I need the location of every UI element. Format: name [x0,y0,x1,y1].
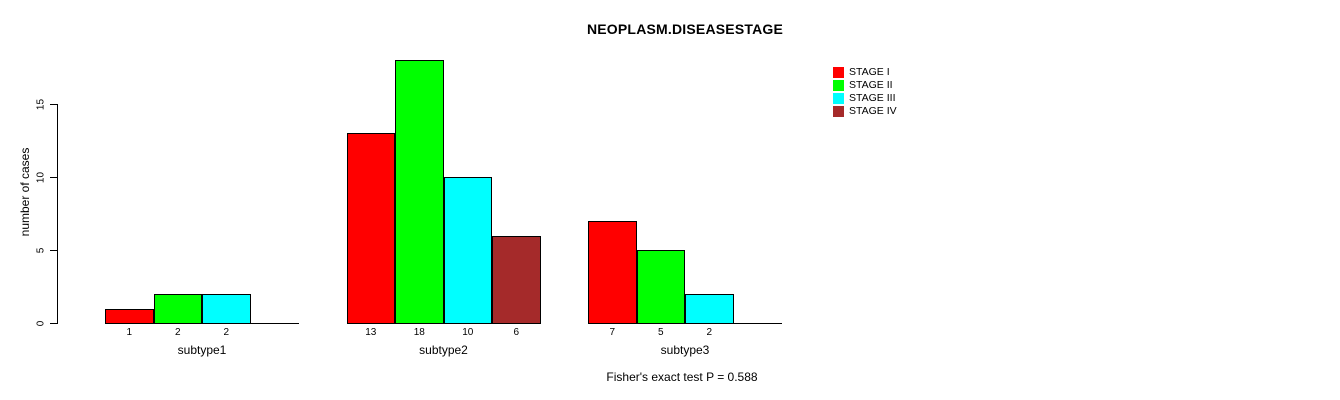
legend-swatch-stage-iv [833,106,844,117]
bar-value-label: 13 [365,327,377,338]
footnote-text: Fisher's exact test P = 0.588 [606,370,758,384]
bar-subtype2-stage-ii [395,60,444,325]
bar-subtype3-stage-iii [685,294,734,325]
y-axis-line [57,104,58,324]
bar-subtype3-stage-ii [636,250,685,325]
chart-title: NEOPLASM.DISEASESTAGE [586,21,784,37]
y-axis-tick-label: 0 [35,320,47,327]
bar-value-label: 18 [413,327,425,338]
bar-subtype2-stage-i [346,133,395,325]
group-label-subtype3: subtype3 [660,343,710,357]
legend-label-stage-iii: STAGE III [849,92,896,104]
bar-value-label: 10 [462,327,474,338]
legend-label-stage-i: STAGE I [849,66,890,78]
bar-value-label: 1 [126,327,133,338]
legend-label-stage-ii: STAGE II [849,79,893,91]
bar-subtype2-stage-iv [492,235,541,325]
legend-swatch-stage-ii [833,80,844,91]
bar-subtype1-stage-ii [153,294,202,325]
bar-value-label: 7 [609,327,616,338]
bar-subtype2-stage-iii [443,177,492,325]
group-label-subtype1: subtype1 [177,343,227,357]
bar-value-label: 6 [513,327,520,338]
y-axis-tick [50,104,57,105]
bar-value-label: 5 [657,327,664,338]
y-axis-tick [50,177,57,178]
bar-value-label: 2 [223,327,230,338]
bar-value-label: 2 [174,327,181,338]
y-axis-tick [50,250,57,251]
y-axis-label: number of cases [18,147,32,237]
bar-value-label: 2 [706,327,713,338]
group-label-subtype2: subtype2 [419,343,468,357]
y-axis-tick-label: 10 [35,171,47,184]
y-axis-tick-label: 5 [35,247,47,254]
legend-swatch-stage-i [833,67,844,78]
bar-subtype1-stage-i [105,308,154,325]
legend-label-stage-iv: STAGE IV [849,105,897,117]
bar-subtype1-stage-iii [202,294,251,325]
y-axis-tick [50,323,57,324]
y-axis-tick-label: 15 [35,98,47,111]
bar-subtype3-stage-i [588,221,637,325]
legend-swatch-stage-iii [833,93,844,104]
